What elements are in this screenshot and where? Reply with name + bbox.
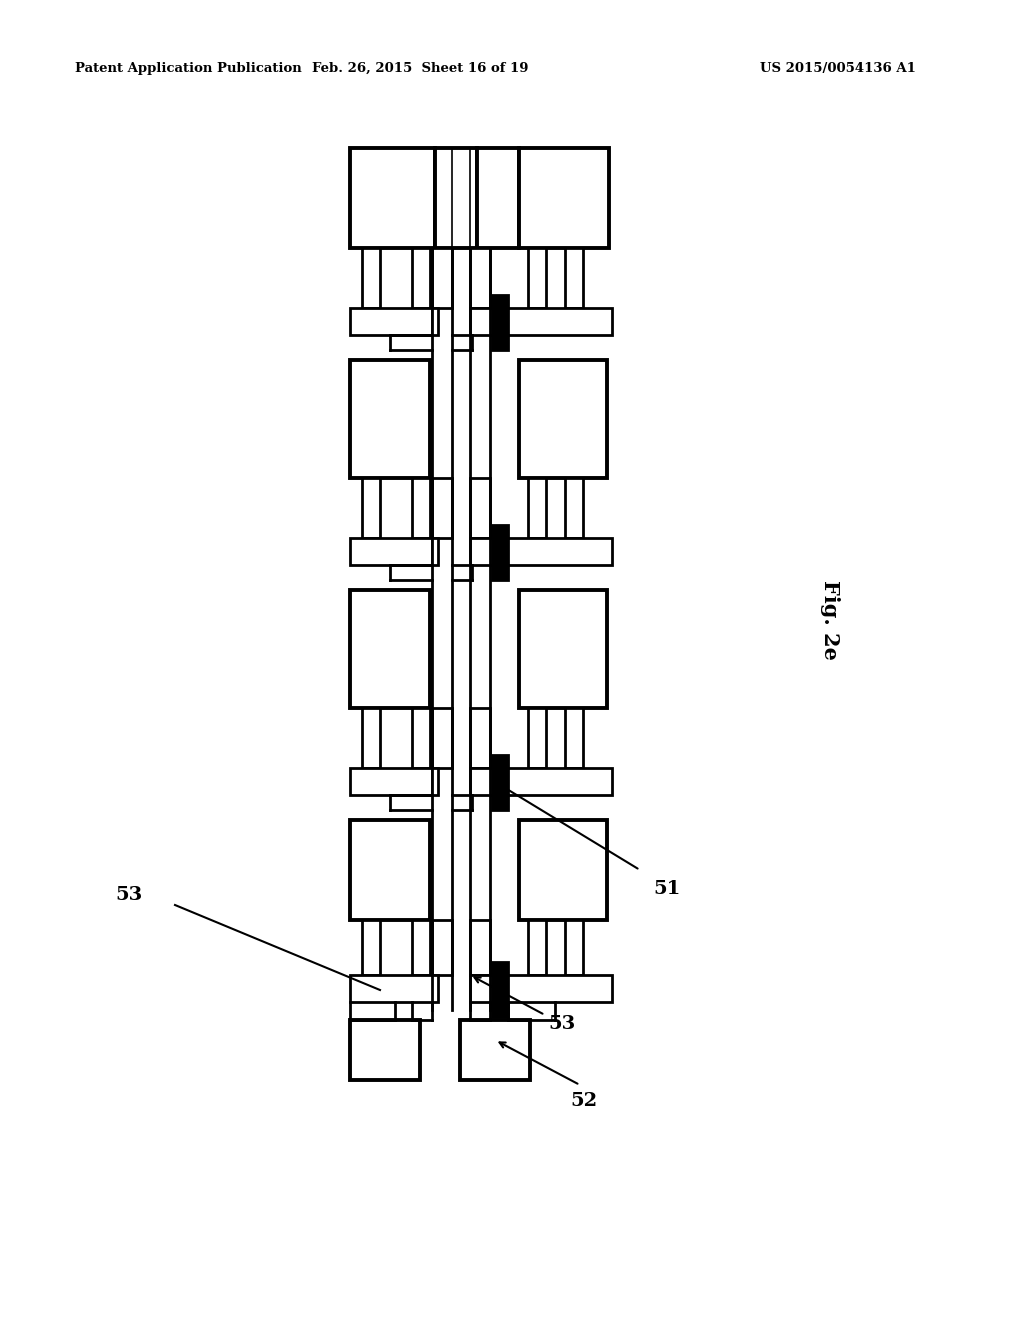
Bar xyxy=(412,248,430,308)
Bar xyxy=(470,708,490,768)
Bar xyxy=(432,920,452,975)
Bar xyxy=(470,920,490,975)
Bar xyxy=(470,539,612,565)
Bar xyxy=(565,478,583,539)
Bar xyxy=(435,148,477,248)
Bar xyxy=(350,768,438,795)
Bar xyxy=(432,248,452,308)
Bar xyxy=(350,975,438,1002)
Bar xyxy=(362,248,380,308)
Bar xyxy=(470,248,490,308)
Text: 51: 51 xyxy=(653,880,680,898)
Bar xyxy=(412,920,430,975)
Bar xyxy=(350,360,430,478)
Bar xyxy=(519,360,607,478)
Text: Patent Application Publication: Patent Application Publication xyxy=(75,62,302,75)
Bar xyxy=(350,539,438,565)
Bar xyxy=(350,148,435,248)
Bar xyxy=(350,590,430,708)
Bar xyxy=(362,708,380,768)
Bar xyxy=(528,708,546,768)
Bar xyxy=(362,920,380,975)
Bar xyxy=(477,148,519,248)
Bar xyxy=(470,478,490,539)
Text: 53: 53 xyxy=(115,886,142,904)
Bar xyxy=(492,962,508,1016)
Bar xyxy=(519,820,607,920)
Bar xyxy=(432,708,452,768)
Text: Feb. 26, 2015  Sheet 16 of 19: Feb. 26, 2015 Sheet 16 of 19 xyxy=(311,62,528,75)
Bar xyxy=(470,975,612,1002)
Bar xyxy=(565,248,583,308)
Bar xyxy=(362,478,380,539)
Bar xyxy=(492,755,508,810)
Bar xyxy=(565,708,583,768)
Bar xyxy=(432,478,452,539)
Text: US 2015/0054136 A1: US 2015/0054136 A1 xyxy=(760,62,915,75)
Bar xyxy=(519,590,607,708)
Bar xyxy=(350,1020,420,1080)
Bar xyxy=(492,525,508,579)
Bar xyxy=(528,920,546,975)
Bar xyxy=(470,768,612,795)
Bar xyxy=(470,308,612,335)
Bar xyxy=(460,1020,530,1080)
Bar xyxy=(528,478,546,539)
Bar xyxy=(412,478,430,539)
Bar xyxy=(412,708,430,768)
Bar xyxy=(528,248,546,308)
Bar xyxy=(492,294,508,350)
Text: Fig. 2e: Fig. 2e xyxy=(820,579,840,660)
Bar xyxy=(350,820,430,920)
Text: 52: 52 xyxy=(570,1092,597,1110)
Bar xyxy=(519,148,609,248)
Bar xyxy=(565,920,583,975)
Bar xyxy=(350,308,438,335)
Text: 53: 53 xyxy=(548,1015,575,1034)
